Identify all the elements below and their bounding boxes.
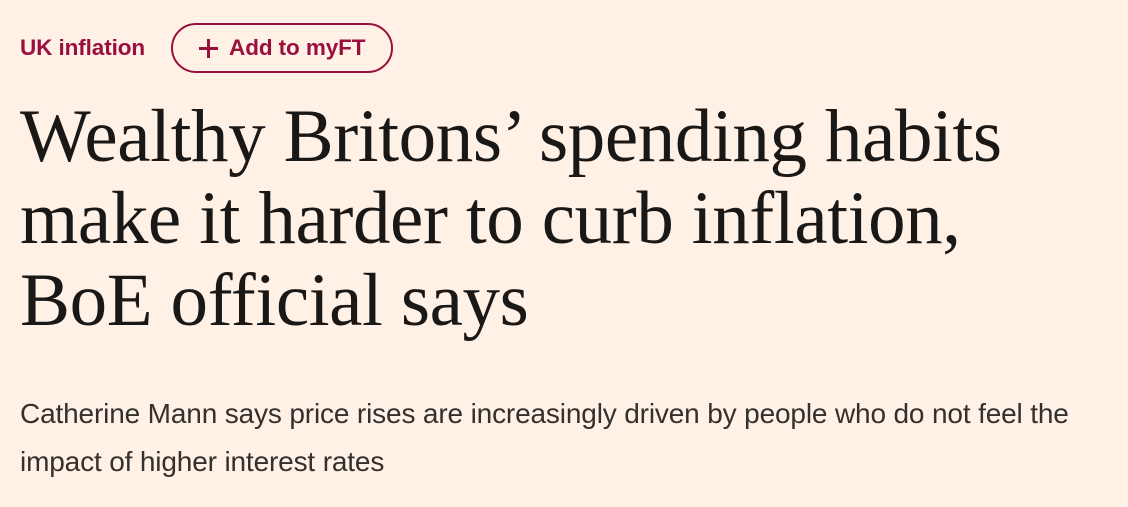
article-headline: Wealthy Britons’ spending habits make it… <box>20 95 1002 342</box>
article-standfirst: Catherine Mann says price rises are incr… <box>20 398 1069 477</box>
topic-row: UK inflation Add to myFT <box>20 0 1108 96</box>
article-header: UK inflation Add to myFT Wealthy Britons… <box>20 0 1108 477</box>
plus-icon <box>199 38 219 58</box>
add-to-myft-label: Add to myFT <box>229 35 366 60</box>
add-to-myft-button[interactable]: Add to myFT <box>171 23 394 73</box>
topic-label-uk-inflation[interactable]: UK inflation <box>20 35 146 60</box>
